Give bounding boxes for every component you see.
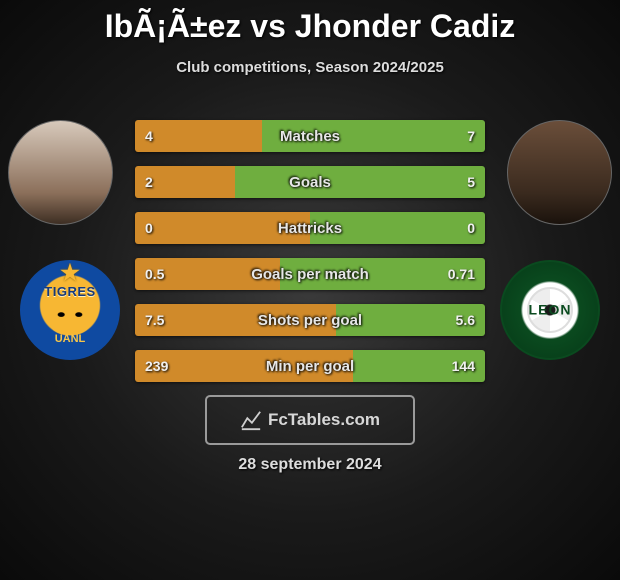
team-left-crest: ★ TIGRES UANL [20,260,120,360]
bar-row: 239144Min per goal [135,350,485,382]
bar-value-right: 5.6 [446,304,485,336]
star-icon: ★ [60,261,80,285]
player-left-avatar [8,120,113,225]
bar-row: 00Hattricks [135,212,485,244]
page-title: IbÃ¡Ã±ez vs Jhonder Cadiz [0,0,620,45]
comparison-bars: 47Matches25Goals00Hattricks0.50.71Goals … [135,120,485,396]
tiger-icon [48,301,92,335]
watermark: FcTables.com [205,395,415,445]
player-right-avatar [507,120,612,225]
bar-value-right: 0.71 [438,258,485,290]
chart-icon [240,409,262,431]
bar-row: 47Matches [135,120,485,152]
bar-right-fill [235,166,485,198]
bar-value-left: 239 [135,350,178,382]
team-right-crest: LEON [500,260,600,360]
bar-value-left: 0 [135,212,163,244]
bar-value-right: 7 [457,120,485,152]
team-left-sub: UANL [23,333,117,345]
bar-value-left: 7.5 [135,304,174,336]
bar-value-left: 2 [135,166,163,198]
bar-value-left: 4 [135,120,163,152]
date-label: 28 september 2024 [0,456,620,474]
soccer-ball-icon [527,287,573,333]
bar-value-right: 0 [457,212,485,244]
watermark-text: FcTables.com [268,410,380,430]
bar-row: 25Goals [135,166,485,198]
bar-right-fill [262,120,485,152]
subtitle: Club competitions, Season 2024/2025 [0,59,620,76]
bar-value-right: 5 [457,166,485,198]
bar-row: 0.50.71Goals per match [135,258,485,290]
bar-value-left: 0.5 [135,258,174,290]
team-left-name: TIGRES [23,285,117,299]
team-right-name: LEON [529,302,572,317]
infographic-root: IbÃ¡Ã±ez vs Jhonder Cadiz Club competiti… [0,0,620,580]
bar-row: 7.55.6Shots per goal [135,304,485,336]
bar-value-right: 144 [442,350,485,382]
